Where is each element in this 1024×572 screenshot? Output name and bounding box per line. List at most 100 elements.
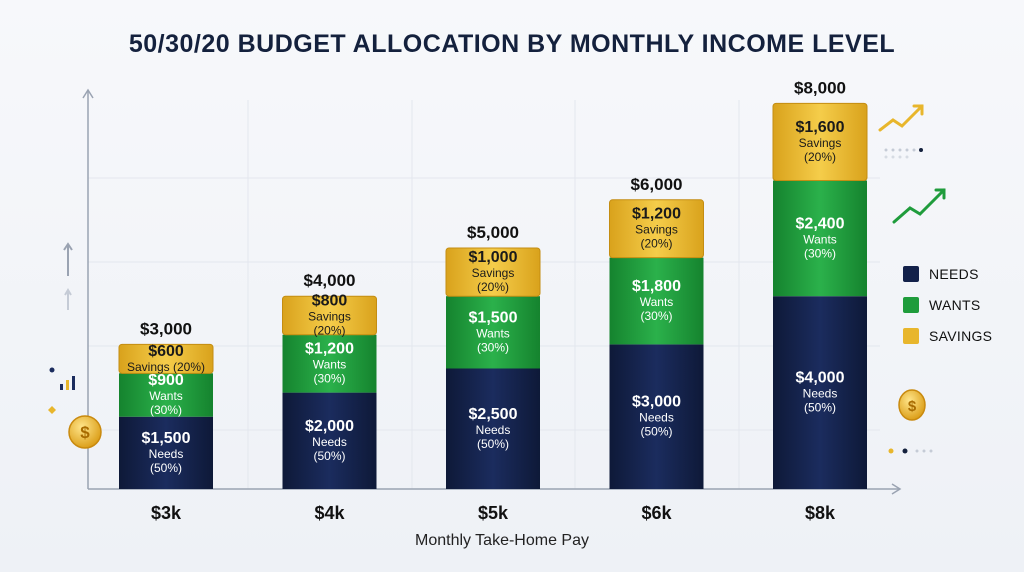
bar-category-label: Needs [149,447,184,461]
bar-value-label: $1,200 [305,341,354,358]
legend-item-needs: NEEDS [903,258,992,289]
bar-category-label: Wants [313,358,347,372]
bar-value-label: $1,600 [796,119,845,136]
bar-value-label: $1,000 [469,249,518,266]
bar-percent-label: (20%) [477,280,509,294]
bar-percent-label: (20%) [640,237,672,251]
legend-label-wants: WANTS [929,296,981,313]
bar-value-label: $900 [148,372,184,389]
chart-legend: NEEDS WANTS SAVINGS [903,258,992,351]
bar-savings [282,295,377,336]
bar-savings [118,343,214,374]
bar-savings [772,102,868,182]
bar-wants [119,373,213,417]
bar-percent-label: (50%) [640,425,672,439]
bar-needs [446,368,540,489]
bar-percent-label: (50%) [313,449,345,463]
decorations: $ $ [48,104,946,454]
bar-wants [282,334,377,393]
bar-category-label: Needs [312,435,347,449]
x-axis-arrow [891,483,902,495]
legend-swatch-savings [903,327,919,344]
bar-needs [282,392,377,489]
bar-value-label: $2,500 [469,406,518,423]
bar-category-label: Savings (20%) [127,360,205,374]
bar-wants [446,296,540,369]
legend-label-savings: SAVINGS [929,327,993,344]
bar-value-label: $4,000 [796,370,845,387]
x-axis-label: Monthly Take-Home Pay [415,532,589,549]
dots-icon [884,148,923,159]
dot-icon [49,367,55,373]
bar-percent-label: (50%) [804,401,836,415]
dots-icon [888,448,933,454]
bar-value-label: $2,400 [796,215,845,232]
bar-value-label: $1,500 [469,309,518,326]
coin-icon: $ [68,415,102,449]
bar-category-label: Needs [639,411,674,425]
bar-value-label: $3,000 [632,394,681,411]
bar-savings [609,199,704,259]
bar-category-label: Savings [308,309,351,323]
trend-up-icon [878,104,924,132]
svg-text:$: $ [80,423,90,442]
bar-percent-label: (30%) [640,309,672,323]
bar-savings [445,247,541,297]
arrow-up-icon [64,288,72,310]
bar-chart-icon [60,376,75,390]
bar-stack: $2,500Needs(50%)$1,500Wants(30%)$1,000Sa… [445,247,541,489]
bar-percent-label: (50%) [150,461,182,475]
bar-total-label: $4,000 [304,271,356,290]
bar-total-label: $6,000 [631,175,683,194]
bar-value-label: $1,500 [142,430,191,447]
x-tick-label: $8k [805,503,836,523]
bar-wants [773,180,867,297]
x-tick-label: $6k [641,503,672,523]
bar-stack: $4,000Needs(50%)$2,400Wants(30%)$1,600Sa… [772,102,868,489]
bar-percent-label: (30%) [804,246,836,260]
y-axis-arrow [82,88,94,99]
bar-percent-label: (20%) [804,150,836,164]
bar-value-label: $600 [148,343,184,360]
bar-percent-label: (30%) [150,403,182,417]
bar-category-label: Wants [640,295,674,309]
legend-item-wants: WANTS [903,289,992,320]
bar-value-label: $1,800 [632,278,681,295]
x-tick-label: $3k [151,503,182,523]
legend-swatch-wants [903,296,919,313]
bar-needs [119,416,213,489]
bars-group: $1,500Needs(50%)$900Wants(30%)$600Saving… [118,78,868,523]
x-tick-label: $4k [314,503,345,523]
bar-category-label: Needs [476,423,511,437]
bar-category-label: Wants [149,389,183,403]
svg-text:$: $ [908,398,917,415]
bar-category-label: Savings [799,136,842,150]
chart-title: 50/30/20 BUDGET ALLOCATION BY MONTHLY IN… [128,30,896,58]
coin-icon: $ [898,389,926,421]
bar-total-label: $3,000 [140,319,192,338]
trend-up-icon [892,188,946,224]
legend-label-needs: NEEDS [929,265,979,282]
bar-category-label: Savings [635,223,678,237]
bar-percent-label: (30%) [477,340,509,354]
bar-category-label: Wants [803,232,837,246]
diamond-icon [48,406,56,414]
bar-total-label: $8,000 [794,78,846,97]
bar-value-label: $800 [312,292,348,309]
x-tick-label: $5k [478,503,509,523]
legend-swatch-needs [903,265,919,282]
legend-item-savings: SAVINGS [903,320,992,351]
bar-category-label: Savings [472,266,515,280]
